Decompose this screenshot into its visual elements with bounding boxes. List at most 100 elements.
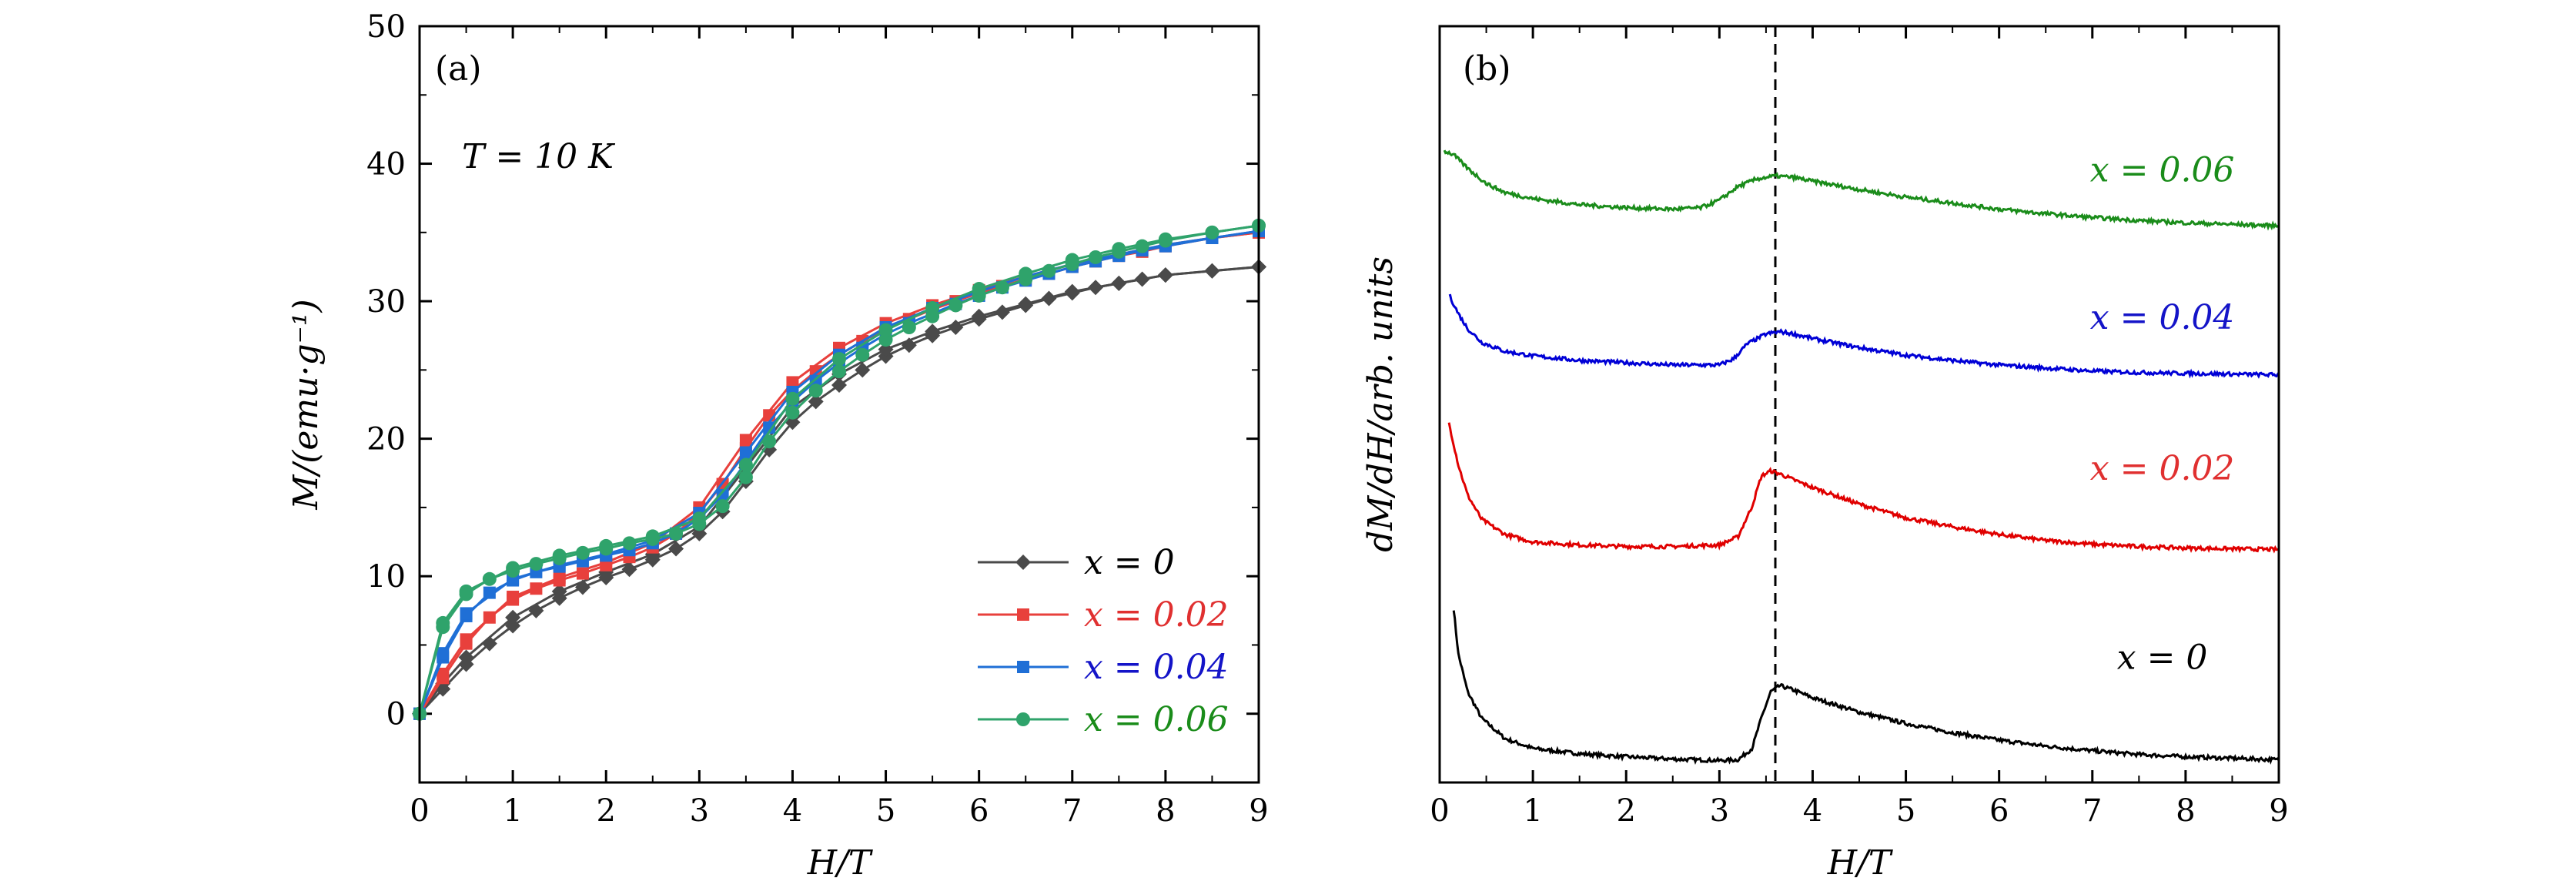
panel-a-data-point — [855, 347, 870, 362]
panel-a-x-tick-label: 4 — [783, 793, 802, 829]
panel-b-series-line — [1447, 422, 2280, 554]
panel-a-data-point — [971, 308, 987, 324]
panel-a-series-group — [413, 225, 1265, 720]
panel-a-data-point — [715, 499, 730, 514]
panel-a-x-tick-label: 1 — [503, 793, 522, 829]
panel-b-label: (b) — [1463, 49, 1511, 89]
panel-a-data-point — [576, 567, 589, 580]
panel-a-series-line-down — [418, 231, 1260, 715]
panel-a-ticks: 0 1 2 3 4 5 6 7 8 9 0 10 20 30 40 50 — [366, 9, 1269, 829]
panel-b-series-line — [1452, 610, 2280, 765]
panel-a-data-point — [507, 590, 520, 603]
panel-a-y-tick-label: 10 — [366, 559, 406, 595]
panel-a-x-axis-title: H/T — [807, 843, 874, 883]
panel-a-data-point — [621, 561, 637, 578]
panel-a-data-point — [483, 586, 496, 599]
panel-a-x-tick-label: 5 — [876, 793, 895, 829]
panel-a-data-point — [925, 301, 940, 316]
panel-a-data-point — [1019, 266, 1033, 281]
panel-a-data-point — [809, 374, 822, 387]
panel-b-x-tick-label: 0 — [1430, 793, 1449, 829]
panel-a-y-tick-label: 20 — [366, 422, 406, 457]
panel-a-temperature-annotation: T = 10 K — [462, 137, 615, 176]
panel-a-data-point — [483, 611, 496, 624]
panel-a-data-point — [506, 561, 520, 575]
panel-a-data-point — [716, 488, 729, 501]
panel-a-data-point — [1064, 283, 1080, 300]
panel-b: 0 1 2 3 4 5 6 7 8 9 (b) H/T dM/dH/arb. units x = … — [1361, 25, 2289, 883]
panel-a-data-point — [459, 584, 473, 598]
panel-a-data-point — [668, 541, 684, 557]
panel-a-data-point — [599, 538, 614, 553]
panel-a-data-point — [1088, 280, 1104, 296]
panel-a-legend-label: x = 0.02 — [1084, 595, 1229, 635]
panel-a-label: (a) — [435, 49, 482, 89]
panel-a-legend-label: x = 0.06 — [1084, 700, 1229, 739]
panel-a-x-tick-label: 9 — [1249, 793, 1268, 829]
panel-b-x-tick-label: 8 — [2176, 793, 2195, 829]
panel-a-data-point — [1112, 242, 1126, 256]
panel-b-x-axis-title: H/T — [1827, 843, 1894, 883]
panel-a-x-tick-label: 6 — [969, 793, 989, 829]
panel-b-x-tick-label: 1 — [1523, 793, 1542, 829]
panel-a-legend-marker — [1017, 661, 1029, 673]
panel-a-data-point — [1204, 263, 1220, 279]
panel-a-data-point — [1042, 263, 1056, 278]
panel-a-data-point — [1111, 275, 1127, 291]
panel-b-series-labels: x = 0 x = 0.02 x = 0.04 x = 0.06 — [2090, 150, 2235, 677]
panel-a-y-tick-label: 40 — [366, 147, 406, 183]
panel-a-data-point — [1205, 225, 1219, 240]
panel-b-series-label: x = 0 — [2117, 638, 2208, 678]
panel-b-x-tick-label: 4 — [1803, 793, 1822, 829]
panel-a-data-point — [645, 529, 660, 544]
panel-a-data-point — [575, 545, 590, 560]
panel-b-series-line — [1443, 149, 2280, 231]
panel-a-data-point — [1157, 267, 1173, 283]
panel-a-data-point — [528, 602, 544, 618]
panel-a-data-point — [1158, 232, 1173, 246]
panel-b-series-label: x = 0.02 — [2090, 449, 2235, 488]
panel-a-data-point — [763, 421, 776, 434]
panel-a-data-point — [878, 323, 893, 337]
panel-a-data-point — [738, 457, 753, 472]
panel-a-data-point — [785, 405, 800, 420]
panel-a-x-tick-label: 7 — [1062, 793, 1082, 829]
panel-a-data-point — [739, 446, 752, 459]
panel-a-data-point — [458, 649, 474, 665]
panel-a-data-point — [901, 337, 917, 354]
panel-a-y-tick-label: 0 — [386, 697, 406, 732]
panel-b-x-tick-label: 6 — [1989, 793, 2009, 829]
panel-a-data-point — [948, 298, 963, 313]
panel-a-data-point — [832, 364, 846, 379]
panel-a-x-tick-label: 8 — [1156, 793, 1175, 829]
panel-a-legend-label: x = 0 — [1084, 543, 1175, 582]
panel-a-data-point — [460, 607, 473, 620]
panel-a-data-point — [785, 391, 800, 406]
panel-b-ticks: 0 1 2 3 4 5 6 7 8 9 — [1430, 26, 2289, 829]
panel-a-y-tick-label: 50 — [366, 9, 406, 45]
panel-a-data-point — [505, 609, 521, 625]
panel-a-legend: x = 0 x = 0.02 x = 0.04 x = 0.06 — [978, 543, 1229, 739]
panel-a-data-point — [878, 333, 893, 347]
panel-a-data-point — [529, 557, 544, 571]
panel-b-x-tick-label: 7 — [2083, 793, 2102, 829]
panel-a-frame — [418, 25, 1260, 784]
panel-a-data-point — [482, 571, 497, 586]
panel-a-series-line-up — [418, 266, 1260, 715]
panel-a-data-point — [574, 579, 590, 595]
panel-a-data-point — [1134, 271, 1150, 287]
panel-b-series-label: x = 0.04 — [2090, 298, 2235, 337]
panel-a-data-point — [622, 536, 637, 551]
panel-a-data-point — [786, 376, 799, 389]
panel-a-series-line-down — [418, 230, 1260, 715]
panel-a-legend-marker — [1017, 608, 1029, 621]
panel-a-series-line-down — [418, 266, 1260, 715]
panel-a-data-point — [437, 647, 450, 660]
panel-b-series — [1443, 149, 2280, 765]
panel-a-data-point — [1041, 290, 1057, 307]
panel-a-data-point — [437, 667, 450, 680]
panel-a-data-point — [669, 526, 684, 541]
panel-b-frame — [1438, 25, 2280, 784]
panel-a-data-point — [505, 618, 521, 634]
panel-a-data-point — [832, 352, 846, 367]
